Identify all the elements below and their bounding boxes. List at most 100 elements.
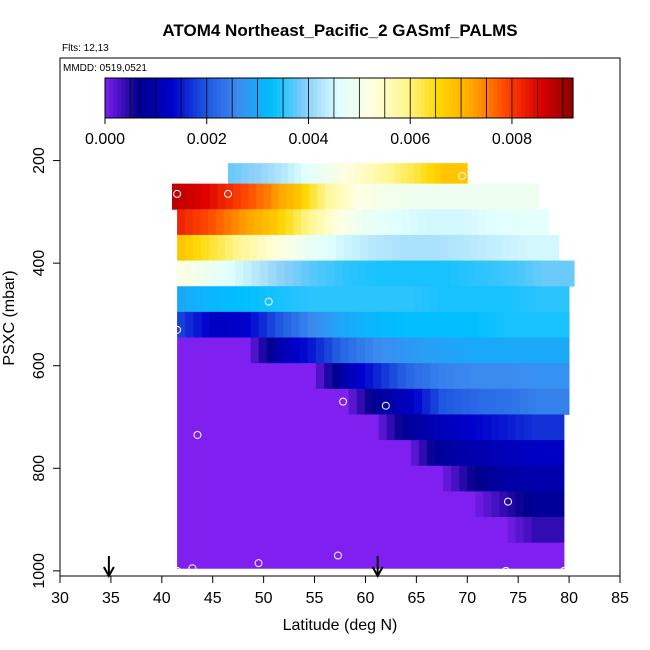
sample-point — [173, 189, 182, 198]
heatmap-cell — [381, 337, 390, 364]
heatmap-cell — [364, 311, 374, 338]
heatmap-cell — [291, 286, 300, 313]
heatmap-cell — [477, 183, 486, 210]
heatmap-cell — [179, 183, 188, 210]
heatmap-cell — [463, 234, 472, 261]
heatmap-cell — [249, 491, 259, 518]
heatmap-cell — [202, 183, 211, 210]
colorbar-strip — [405, 78, 410, 118]
colorbar-strip — [421, 78, 426, 118]
heatmap-cell — [409, 209, 418, 236]
y-tick-label: 1000 — [31, 553, 48, 589]
heatmap-cell — [249, 414, 259, 441]
heatmap-cell — [401, 209, 410, 236]
sample-point — [339, 397, 348, 406]
heatmap-cell — [495, 311, 505, 338]
colorbar-strip — [261, 78, 266, 118]
heatmap-cell — [231, 209, 240, 236]
heatmap-cell — [209, 311, 219, 338]
colorbar-strip — [461, 78, 466, 118]
heatmap-cell — [193, 260, 203, 287]
colorbar-strip — [353, 78, 358, 118]
heatmap-cell — [394, 491, 404, 518]
heatmap-cell — [364, 363, 374, 390]
heatmap-cell — [471, 209, 480, 236]
heatmap-cell — [413, 311, 423, 338]
heatmap-cell — [536, 337, 545, 364]
heatmap-cell — [397, 388, 407, 415]
heatmap-cell — [346, 414, 355, 441]
heatmap-cell — [177, 234, 186, 261]
heatmap-cell — [250, 337, 260, 364]
heatmap-cell — [262, 209, 271, 236]
heatmap-cell — [405, 311, 415, 338]
heatmap-cell — [495, 286, 505, 313]
heatmap-cell — [270, 209, 279, 236]
heatmap-cell — [314, 440, 323, 467]
heatmap-cell — [487, 388, 496, 415]
heatmap-cell — [560, 311, 570, 338]
heatmap-cell — [208, 209, 217, 236]
heatmap-cell — [239, 209, 248, 236]
heatmap-cell — [172, 183, 181, 210]
heatmap-cell — [185, 337, 194, 364]
heatmap-cell — [217, 517, 226, 544]
heatmap-cell — [298, 542, 307, 569]
heatmap-cell — [360, 234, 369, 261]
colorbar-strip — [489, 78, 494, 118]
heatmap-cell — [507, 517, 517, 544]
y-tick-label: 400 — [31, 250, 48, 277]
heatmap-cell — [495, 363, 505, 390]
heatmap-cell — [192, 209, 201, 236]
heatmap-cell — [451, 440, 460, 467]
heatmap-cell — [284, 260, 294, 287]
x-tick-label: 35 — [102, 590, 120, 607]
heatmap-cell — [362, 209, 372, 236]
heatmap-cell — [242, 286, 251, 313]
heatmap-cell — [306, 491, 315, 518]
heatmap-cell — [225, 542, 234, 569]
arrow-markers — [102, 556, 384, 579]
heatmap-cell — [523, 465, 533, 492]
heatmap-cell — [258, 286, 268, 313]
heatmap-cell — [378, 183, 387, 210]
heatmap-cell — [193, 337, 202, 364]
heatmap-cell — [544, 337, 554, 364]
y-axis: 200 400 600 800 1000 — [31, 147, 60, 589]
heatmap-cell — [479, 311, 488, 338]
colorbar-strip — [565, 78, 570, 118]
heatmap-cell — [494, 209, 503, 236]
heatmap-cell — [536, 311, 545, 338]
heatmap-cell — [443, 440, 452, 467]
heatmap-cell — [455, 209, 464, 236]
heatmap-cell — [483, 517, 492, 544]
heatmap-cell — [324, 183, 333, 210]
heatmap-cell — [340, 363, 349, 390]
heatmap-cell — [410, 491, 420, 518]
heatmap-cell — [346, 491, 355, 518]
heatmap-cell — [430, 363, 439, 390]
heatmap-cell — [314, 465, 323, 492]
colorbar-strip — [177, 78, 182, 118]
heatmap-cell — [177, 542, 186, 569]
heatmap-cell — [217, 388, 227, 415]
heatmap-cell — [560, 388, 570, 415]
heatmap-cell — [385, 183, 394, 210]
heatmap-cell — [200, 209, 209, 236]
colorbar-strip — [237, 78, 242, 118]
colorbar-strip — [417, 78, 422, 118]
colorbar-strip — [153, 78, 158, 118]
heatmap-cell — [471, 388, 480, 415]
heatmap-cell — [394, 414, 404, 441]
heatmap-cell — [440, 163, 448, 190]
heatmap-cell — [507, 465, 517, 492]
colorbar-strip — [201, 78, 206, 118]
heatmap-cell — [435, 414, 444, 441]
heatmap-cell — [185, 311, 194, 338]
heatmap-cell — [362, 440, 371, 467]
colorbar-strip — [409, 78, 414, 118]
heatmap-cell — [280, 234, 289, 261]
colorbar-strip — [173, 78, 178, 118]
heatmap-cell — [291, 337, 300, 364]
heatmap-cell — [458, 260, 468, 287]
